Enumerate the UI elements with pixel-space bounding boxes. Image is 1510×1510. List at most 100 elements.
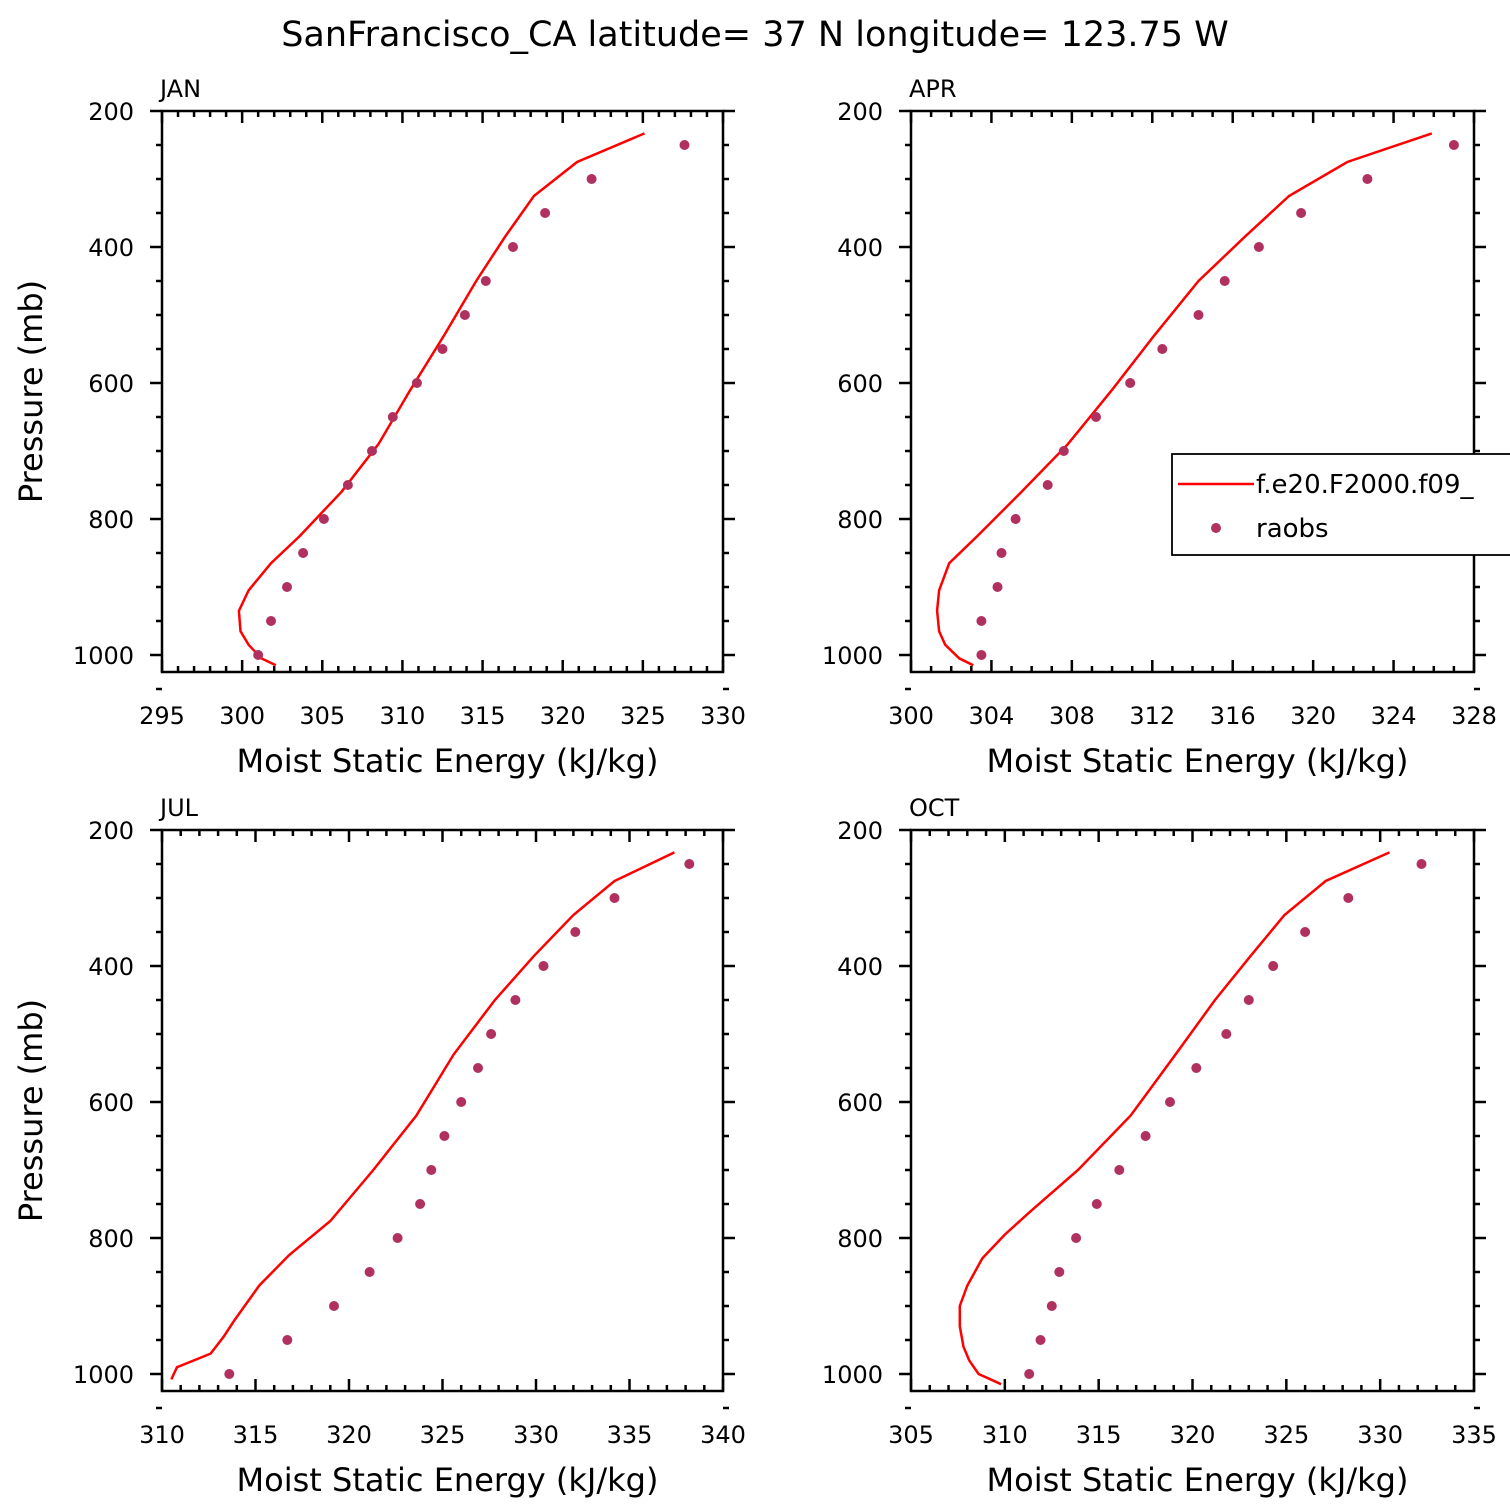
jan-y-axis-label: Pressure (mb)	[12, 280, 50, 503]
jul-plot-frame	[160, 828, 725, 1393]
jan-plot-frame	[160, 109, 725, 674]
jan-x-tick-label: 310	[380, 702, 426, 730]
oct-x-tick-label: 305	[888, 1421, 934, 1449]
jan-x-tick-label: 300	[219, 702, 265, 730]
apr-raobs-point	[1042, 480, 1053, 490]
oct-raobs-point	[1165, 1097, 1175, 1107]
jan-raobs-point	[679, 140, 690, 150]
jul-raobs-point	[439, 1131, 450, 1141]
jul-raobs-point	[684, 859, 695, 869]
jul-raobs-point	[486, 1029, 497, 1039]
jan-y-tick-label: 200	[88, 98, 134, 126]
oct-raobs-point	[1091, 1199, 1102, 1209]
oct-raobs-point	[1046, 1301, 1057, 1311]
jul-x-tick-label: 310	[139, 1421, 185, 1449]
apr-panel-label: APR	[909, 75, 957, 103]
apr-y-tick-label: 600	[837, 370, 883, 398]
oct-raobs-point	[1300, 927, 1311, 937]
apr-raobs-point	[1448, 140, 1459, 150]
jan-y-tick-label: 600	[88, 370, 134, 398]
jan-panel: JAN 295 300 305 310 315 320 325 330 200 400 600 800 1…	[12, 75, 746, 780]
figure-title: SanFrancisco_CA latitude= 37 N longitude…	[281, 15, 1229, 55]
jul-raobs-point	[329, 1301, 339, 1311]
apr-x-tick-label: 324	[1371, 702, 1417, 730]
jan-raobs-point	[586, 174, 597, 184]
apr-model-line	[935, 132, 1433, 667]
jan-raobs-point	[387, 412, 398, 422]
apr-x-tick-label: 316	[1210, 702, 1256, 730]
jul-raobs-point	[510, 995, 521, 1005]
oct-x-tick-label: 320	[1170, 1421, 1216, 1449]
jan-y-tick-label: 1000	[73, 642, 134, 670]
oct-raobs-point	[1343, 893, 1354, 903]
jan-x-tick-label: 295	[139, 702, 185, 730]
apr-x-tick-label: 308	[1049, 702, 1095, 730]
jan-y-tick-label: 400	[88, 234, 134, 262]
oct-raobs-point	[1221, 1029, 1232, 1039]
jul-y-ticks: 200 400 600 800 1000	[73, 817, 735, 1410]
apr-x-tick-label: 328	[1451, 702, 1497, 730]
jan-x-tick-label: 305	[299, 702, 345, 730]
apr-raobs-point	[1193, 310, 1204, 320]
oct-y-tick-label: 400	[837, 953, 883, 981]
jul-raobs-point	[609, 893, 620, 903]
oct-raobs-point	[1140, 1131, 1151, 1141]
jan-model-line	[237, 132, 645, 667]
oct-x-axis-label: Moist Static Energy (kJ/kg)	[987, 1461, 1409, 1499]
jul-raobs-point	[392, 1233, 403, 1243]
legend-box	[1171, 453, 1510, 556]
apr-raobs-point	[1091, 412, 1101, 422]
jul-x-tick-label: 340	[700, 1421, 746, 1449]
jan-raobs-point	[480, 276, 491, 286]
jul-x-tick-label: 330	[513, 1421, 559, 1449]
apr-raobs-point	[1296, 208, 1307, 218]
apr-raobs-point	[1125, 378, 1136, 388]
jan-raobs-point	[298, 548, 309, 558]
legend-model-label: f.e20.F2000.f09_	[1256, 470, 1474, 500]
jul-raobs-point	[415, 1199, 426, 1209]
jul-model-line	[170, 851, 675, 1380]
apr-raobs-point	[1157, 344, 1168, 354]
jul-raobs-point	[456, 1097, 467, 1107]
oct-raobs-point	[1191, 1063, 1202, 1073]
jan-raobs-points	[253, 140, 690, 660]
jan-x-tick-label: 315	[460, 702, 506, 730]
oct-raobs-point	[1035, 1335, 1046, 1345]
jan-raobs-point	[437, 344, 448, 354]
legend-obs-swatch	[1211, 523, 1221, 533]
oct-x-ticks: 305 310 315 320 325 330 335	[888, 830, 1497, 1449]
jan-panel-label: JAN	[158, 75, 201, 103]
apr-x-tick-label: 320	[1290, 702, 1336, 730]
jan-x-axis-label: Moist Static Energy (kJ/kg)	[237, 742, 659, 780]
oct-x-tick-label: 330	[1357, 1421, 1403, 1449]
jan-raobs-point	[253, 650, 264, 660]
jul-y-tick-label: 800	[88, 1225, 134, 1253]
apr-y-tick-label: 200	[837, 98, 883, 126]
oct-raobs-point	[1243, 995, 1254, 1005]
jul-raobs-point	[570, 927, 581, 937]
oct-raobs-point	[1024, 1369, 1035, 1379]
jul-x-tick-label: 315	[233, 1421, 279, 1449]
oct-raobs-point	[1268, 961, 1279, 971]
legend-obs-label: raobs	[1256, 514, 1329, 544]
jan-raobs-point	[411, 378, 422, 388]
jan-raobs-point	[367, 446, 377, 456]
apr-raobs-points	[976, 140, 1459, 660]
jan-raobs-point	[282, 582, 292, 592]
jan-raobs-point	[459, 310, 470, 320]
oct-y-ticks: 200 400 600 800 1000	[822, 817, 1486, 1410]
apr-raobs-point	[1253, 242, 1264, 252]
apr-y-tick-label: 800	[837, 506, 883, 534]
jul-x-tick-label: 335	[607, 1421, 653, 1449]
apr-x-tick-label: 300	[888, 702, 934, 730]
apr-raobs-point	[1010, 514, 1021, 524]
oct-raobs-points	[1024, 859, 1427, 1379]
apr-raobs-point	[996, 548, 1007, 558]
apr-raobs-point	[976, 616, 987, 626]
jul-y-axis-label: Pressure (mb)	[12, 999, 50, 1222]
apr-y-tick-label: 1000	[822, 642, 883, 670]
oct-panel: OCT 305 310 315 320 325 330 335 200 400 600 800 1000…	[822, 794, 1497, 1499]
jul-y-tick-label: 400	[88, 953, 134, 981]
jul-x-ticks: 310 315 320 325 330 335 340	[139, 830, 746, 1449]
